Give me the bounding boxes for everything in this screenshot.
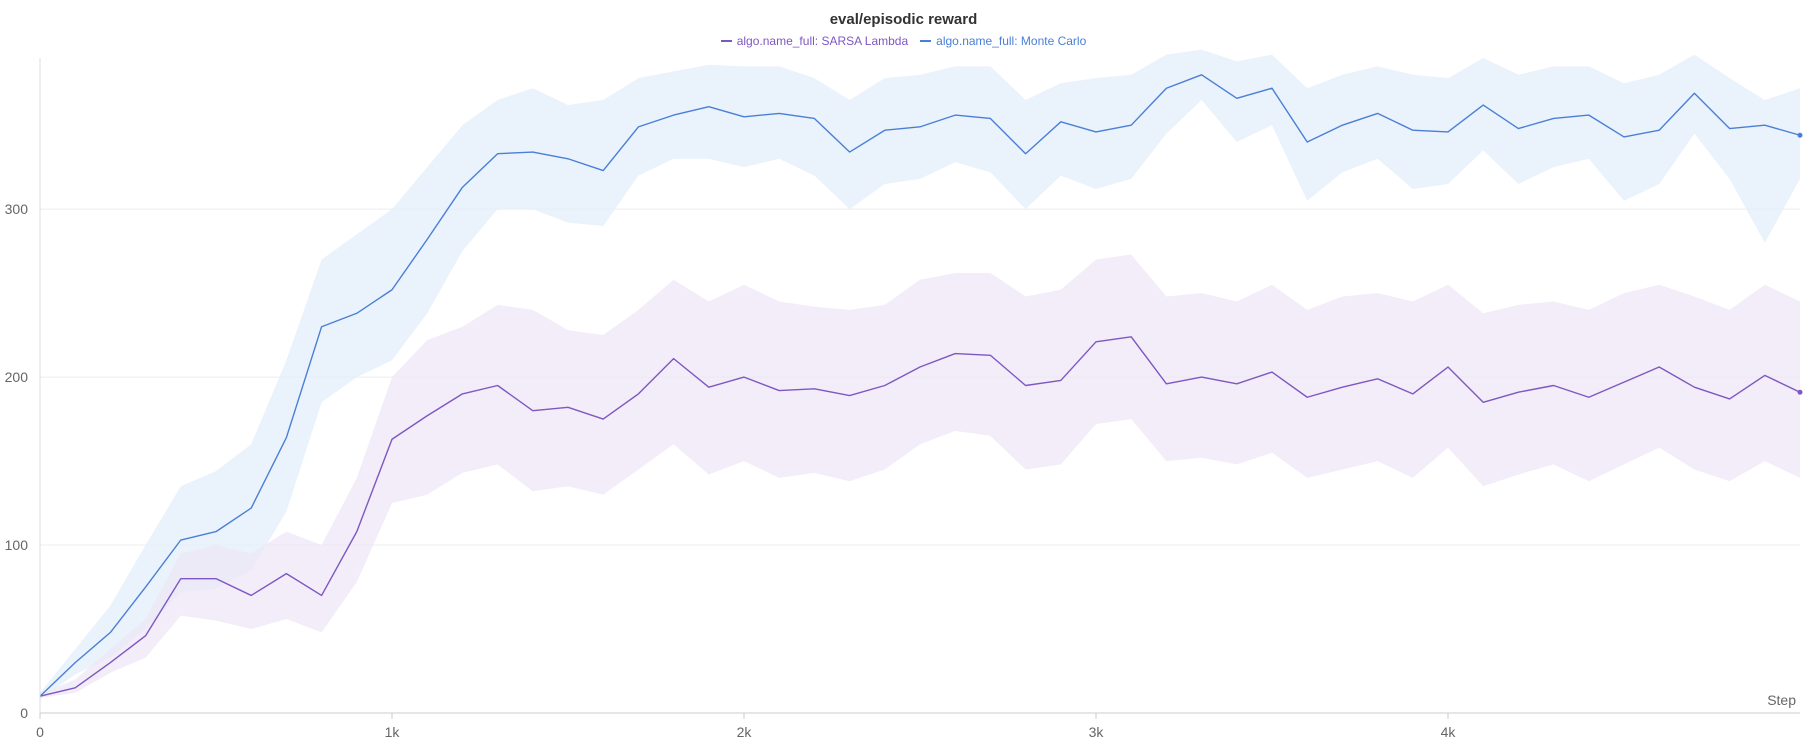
- x-tick-label: 2k: [737, 724, 753, 740]
- chart-title: eval/episodic reward: [829, 11, 978, 28]
- legend-swatch-sarsa-lambda: [720, 40, 732, 42]
- y-tick-label: 0: [20, 705, 28, 721]
- axis-layer: Step 0 100 200 300 0 1k 2k 3k 4k: [5, 58, 1800, 740]
- legend-label-monte-carlo: algo.name_full: Monte Carlo: [936, 34, 1087, 48]
- band-layer: [40, 49, 1800, 700]
- series-line-0[interactable]: [39, 336, 1801, 697]
- x-tick-label: 4k: [1441, 724, 1457, 740]
- series-endpoint-0: [1797, 389, 1803, 395]
- legend-item-sarsa-lambda[interactable]: algo.name_full: SARSA Lambda: [720, 34, 909, 48]
- series-band-0: [40, 254, 1800, 698]
- x-tick-label: 0: [36, 724, 44, 740]
- x-axis-label: Step: [1767, 692, 1796, 708]
- legend-item-monte-carlo[interactable]: algo.name_full: Monte Carlo: [920, 34, 1086, 48]
- legend-swatch-monte-carlo: [920, 40, 932, 42]
- y-tick-label: 300: [5, 201, 29, 217]
- y-tick-label: 200: [5, 369, 29, 385]
- series-band-1: [40, 49, 1800, 700]
- series-line-1[interactable]: [39, 74, 1801, 697]
- legend-label-sarsa-lambda: algo.name_full: SARSA Lambda: [736, 34, 909, 48]
- x-tick-label: 3k: [1089, 724, 1105, 740]
- line-layer: [39, 74, 1803, 697]
- y-tick-label: 100: [5, 537, 29, 553]
- x-tick-label: 1k: [385, 724, 401, 740]
- legend: algo.name_full: SARSA Lambda algo.name_f…: [0, 34, 1807, 48]
- series-endpoint-1: [1797, 132, 1803, 138]
